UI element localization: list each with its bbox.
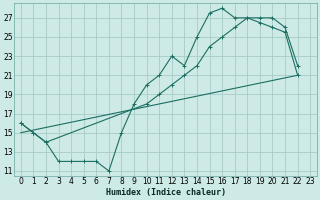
X-axis label: Humidex (Indice chaleur): Humidex (Indice chaleur) [106, 188, 226, 197]
